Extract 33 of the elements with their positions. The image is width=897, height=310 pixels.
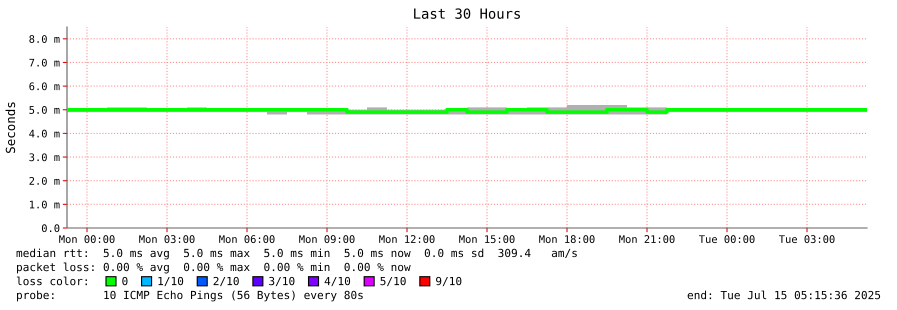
chart-title: Last 30 Hours <box>414 8 520 19</box>
legend-label: 9/10 <box>436 276 462 286</box>
legend-label: 4/10 <box>324 276 350 286</box>
x-tick-label: Mon 18:00 <box>539 235 595 244</box>
y-tick-label: 7.0 m <box>29 58 60 67</box>
y-tick-label: 5.0 m <box>29 106 60 114</box>
legend-label: 2/10 <box>214 276 239 286</box>
x-tick-label: Mon 03:00 <box>139 235 195 244</box>
text: loss color: <box>16 276 87 286</box>
x-tick-label: Mon 00:00 <box>59 235 115 244</box>
x-tick-label: Tue 00:00 <box>699 235 755 244</box>
text: probe: 10 ICMP Echo Pings (56 Bytes) every 80s <box>17 290 363 302</box>
y-tick-label: 8.0 m <box>29 35 60 43</box>
legend-label: 5/10 <box>380 276 406 286</box>
x-tick-label: Mon 15:00 <box>459 235 515 244</box>
legend-label: 0 <box>122 276 128 286</box>
y-tick-label: 3.0 m <box>29 153 60 162</box>
x-tick-label: Mon 06:00 <box>219 235 275 244</box>
x-tick-label: Tue 03:00 <box>779 235 835 244</box>
y-tick-label: 0.0 <box>42 224 60 232</box>
text: end: Tue Jul 15 05:15:36 2025 <box>688 290 880 300</box>
text: median rtt: 5.0 ms avg 5.0 ms max 5.0 ms min 5.0 ms now 0.0 ms sd 309.4 am/s <box>16 248 577 260</box>
legend-label: 1/10 <box>158 276 184 286</box>
x-tick-label: Mon 12:00 <box>379 235 435 244</box>
y-tick-label: 6.0 m <box>29 82 60 90</box>
y-tick-label: 4.0 m <box>29 130 60 138</box>
y-tick-label: 1.0 m <box>30 200 60 208</box>
y-axis-title: Seconds <box>5 102 16 153</box>
x-tick-label: Mon 21:00 <box>619 235 675 244</box>
legend-label: 3/10 <box>269 276 294 286</box>
y-tick-label: 2.0 m <box>29 176 60 185</box>
text: packet loss: 0.00 % avg 0.00 % max 0.00 % min 0.00 % now <box>17 262 411 274</box>
x-tick-label: Mon 09:00 <box>299 235 355 244</box>
